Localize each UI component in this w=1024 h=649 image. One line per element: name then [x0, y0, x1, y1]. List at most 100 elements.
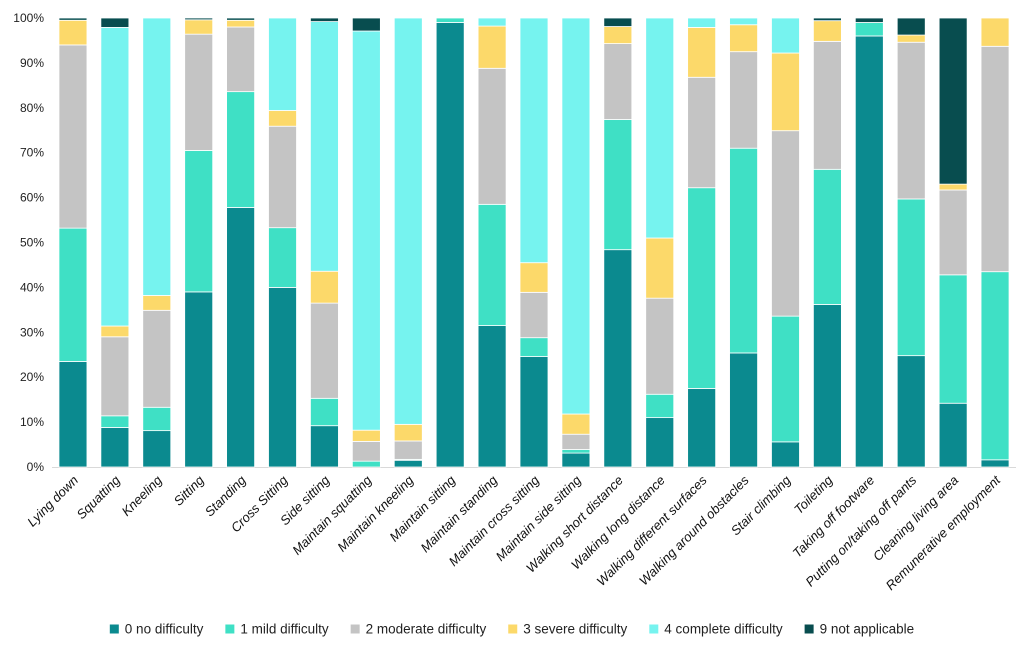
bar-segment — [310, 302, 339, 399]
bar-segment — [812, 20, 842, 42]
bar-segment — [812, 17, 842, 22]
y-tick-label: 10% — [20, 415, 44, 429]
bar-segment — [938, 17, 968, 185]
legend-swatch — [225, 624, 235, 634]
bar-segment — [435, 22, 465, 468]
bar-segment — [184, 150, 214, 293]
bar-segment — [729, 51, 758, 149]
bar-segment — [645, 17, 675, 239]
bar-segment — [226, 19, 256, 28]
bar-segment — [980, 271, 1010, 461]
bar-segment — [226, 207, 256, 468]
y-tick-label: 0% — [27, 460, 45, 474]
bar-segment — [477, 325, 507, 468]
bar-segment — [184, 33, 214, 151]
bar-segment — [561, 433, 591, 450]
y-tick-label: 70% — [20, 146, 44, 160]
legend-swatch — [109, 624, 119, 634]
bars — [58, 17, 1010, 468]
bar-segment — [310, 425, 339, 468]
bar-segment — [268, 17, 297, 111]
bar-segment — [771, 315, 800, 443]
y-tick-label: 100% — [13, 11, 44, 25]
x-tick-label: Maintain kneeling — [334, 472, 417, 555]
bar-segment — [561, 17, 591, 415]
x-tick-label: Squatting — [74, 472, 124, 522]
bar-segment — [938, 183, 968, 191]
bar-segment — [351, 17, 381, 32]
bar-segment — [938, 189, 968, 276]
bar-segment — [58, 19, 88, 46]
bar-segment — [519, 291, 549, 339]
bar-segment — [58, 361, 88, 468]
bar-segment — [729, 352, 758, 468]
bar-segment — [561, 449, 591, 454]
bar-segment — [142, 17, 172, 296]
bar-segment — [561, 413, 591, 435]
bar-segment — [812, 168, 842, 305]
y-tick-label: 50% — [20, 236, 44, 250]
bar-segment — [896, 41, 926, 200]
legend-label: 4 complete difficulty — [664, 622, 783, 637]
bar-segment — [687, 17, 717, 28]
legend-swatch — [350, 624, 360, 634]
bar-segment — [351, 460, 381, 468]
y-tick-label: 20% — [20, 370, 44, 384]
y-tick-label: 60% — [20, 191, 44, 205]
bar-segment — [603, 43, 633, 120]
bar-segment — [184, 19, 214, 35]
bar-segment — [687, 76, 717, 189]
bar-segment — [477, 67, 507, 205]
bar-segment — [980, 17, 1010, 47]
bar-segment — [519, 356, 549, 468]
bar-segment — [854, 17, 884, 23]
bar-segment — [100, 427, 130, 468]
bar-segment — [58, 17, 88, 21]
bar-segment — [645, 417, 675, 468]
bar-segment — [226, 91, 256, 208]
bar-segment — [771, 17, 800, 54]
bar-segment — [351, 30, 381, 431]
bar-segment — [268, 125, 297, 229]
bar-segment — [938, 402, 968, 468]
bar-segment — [729, 17, 758, 26]
y-tick-label: 90% — [20, 56, 44, 70]
bar-segment — [393, 423, 423, 442]
y-axis: 0% 10% 20% 30% 40% 50% 60% 70% 80% 90% 100% — [13, 11, 1016, 474]
bar-segment — [896, 34, 926, 43]
x-tick-label: Maintain standing — [418, 472, 501, 555]
bar-segment — [603, 17, 633, 27]
bar-segment — [142, 309, 172, 408]
bar-segment — [477, 203, 507, 326]
bar-segment — [142, 295, 172, 311]
bar-segment — [687, 27, 717, 78]
bar-segment — [519, 262, 549, 293]
bar-segment — [226, 17, 256, 21]
bar-segment — [351, 429, 381, 442]
bar-segment — [184, 291, 214, 468]
bar-segment — [393, 440, 423, 460]
legend-label: 1 mild difficulty — [240, 622, 329, 637]
bar-segment — [435, 17, 465, 23]
bar-segment — [645, 393, 675, 419]
bar-segment — [729, 24, 758, 53]
bar-segment — [100, 27, 130, 327]
bar-segment — [351, 441, 381, 462]
bar-segment — [687, 388, 717, 468]
bar-segment — [100, 415, 130, 428]
bar-segment — [896, 355, 926, 468]
bar-segment — [310, 17, 339, 22]
bar-segment — [603, 26, 633, 44]
bar-segment — [393, 17, 423, 425]
bar-segment — [938, 274, 968, 404]
bar-segment — [142, 406, 172, 432]
bar-segment — [519, 17, 549, 264]
bar-segment — [100, 336, 130, 417]
bar-segment — [603, 119, 633, 251]
bar-segment — [687, 187, 717, 389]
y-tick-label: 30% — [20, 325, 44, 339]
bar-segment — [100, 17, 130, 28]
